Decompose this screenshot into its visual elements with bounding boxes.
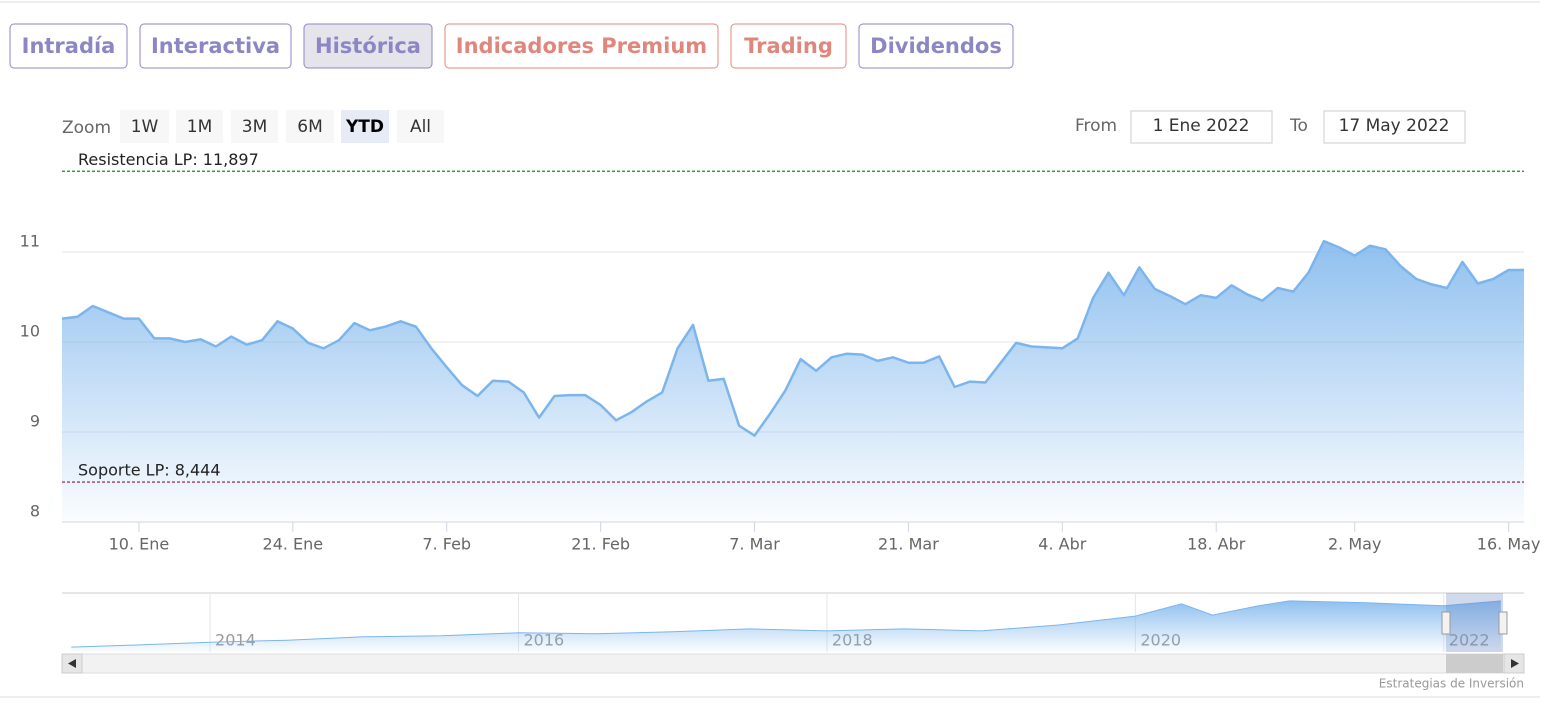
tab-label[interactable]: Intradía <box>22 34 116 58</box>
navigator-selection <box>1446 593 1503 652</box>
to-label: To <box>1289 116 1308 136</box>
navigator-handle[interactable] <box>1498 611 1508 635</box>
y-tick-label: 11 <box>20 232 40 251</box>
arrow <box>68 659 76 668</box>
tab-label[interactable]: Dividendos <box>870 34 1002 58</box>
credit: Estrategias de Inversión <box>1379 677 1524 691</box>
area <box>62 241 1524 522</box>
tab[interactable] <box>730 23 847 69</box>
zoom-button-label[interactable]: 1M <box>187 117 212 137</box>
x-tick-label: 7. Feb <box>422 535 471 554</box>
y-tick-label: 9 <box>30 412 40 431</box>
tab-label[interactable]: Histórica <box>315 34 421 58</box>
from-label: From <box>1075 116 1117 136</box>
x-tick-label: 21. Feb <box>571 535 630 554</box>
x-tick-label: 16. May <box>1477 535 1541 554</box>
area <box>71 600 1501 652</box>
x-tick-label: 24. Ene <box>263 535 324 554</box>
scrollbar-thumb[interactable] <box>1446 654 1503 673</box>
scrollbar-track <box>61 653 1525 674</box>
navigator-handle[interactable] <box>1441 611 1451 635</box>
arrow <box>1511 659 1519 668</box>
zoom-button-label[interactable]: All <box>410 117 431 137</box>
zoom-button-label[interactable]: 6M <box>297 117 322 137</box>
tab-label[interactable]: Indicadores Premium <box>456 34 707 58</box>
tab-label[interactable]: Trading <box>744 34 833 58</box>
zoom-button[interactable] <box>286 110 334 143</box>
zoom-label: Zoom <box>62 118 111 138</box>
tab[interactable] <box>9 23 128 69</box>
x-tick-label: 18. Abr <box>1187 535 1246 554</box>
x-tick-label: 21. Mar <box>878 535 939 554</box>
tab[interactable] <box>444 23 719 69</box>
from-input[interactable] <box>1130 110 1273 144</box>
to-value[interactable]: 17 May 2022 <box>1339 116 1450 136</box>
zoom-button-label[interactable]: YTD <box>345 117 384 137</box>
zoom-button[interactable] <box>341 110 389 143</box>
x-tick-label: 2. May <box>1328 535 1381 554</box>
zoom-button[interactable] <box>176 110 223 143</box>
zoom-button-label[interactable]: 1W <box>131 117 159 137</box>
x-tick-label: 10. Ene <box>109 535 170 554</box>
y-tick-label: 10 <box>20 322 40 341</box>
zoom-button[interactable] <box>231 110 278 143</box>
tab[interactable] <box>858 23 1014 69</box>
to-input[interactable] <box>1323 110 1466 144</box>
x-tick-label: 4. Abr <box>1038 535 1086 554</box>
tab-label[interactable]: Interactiva <box>151 34 280 58</box>
from-value[interactable]: 1 Ene 2022 <box>1153 116 1250 136</box>
line <box>61 239 1524 437</box>
zoom-button[interactable] <box>120 110 169 143</box>
zoom-button[interactable] <box>397 110 444 143</box>
zoom-button-label[interactable]: 3M <box>242 117 267 137</box>
plot-line-label: Resistencia LP: 11,897 <box>78 150 259 169</box>
plot-line-label: Soporte LP: 8,444 <box>78 461 221 480</box>
tab[interactable] <box>139 23 292 69</box>
x-tick-label: 7. Mar <box>729 535 780 554</box>
y-tick-label: 8 <box>30 502 40 521</box>
tab[interactable] <box>303 23 433 69</box>
line <box>71 600 1501 648</box>
